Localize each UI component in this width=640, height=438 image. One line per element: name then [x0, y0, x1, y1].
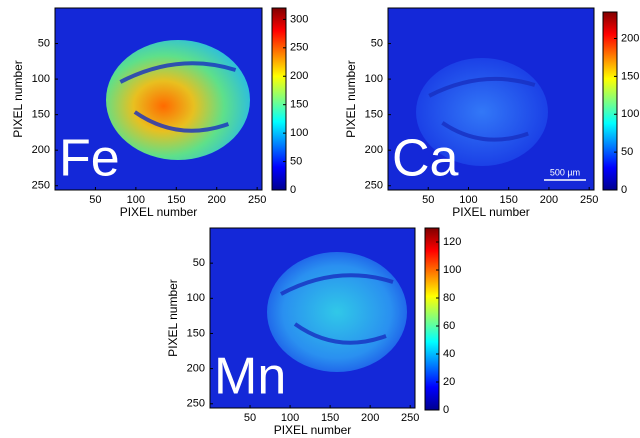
x-tick-label: 200	[208, 194, 226, 206]
colorbar-tick-label: 120	[443, 236, 461, 248]
colorbar	[271, 7, 287, 191]
x-tick-label: 250	[248, 194, 266, 206]
colorbar-tick-label: 50	[621, 146, 633, 158]
sample-crack	[428, 76, 536, 142]
colorbar-tick-label: 0	[290, 184, 296, 196]
y-tick-label: 100	[365, 73, 383, 85]
y-tick-label: 200	[365, 144, 383, 156]
x-axis-label: PIXEL number	[452, 205, 530, 219]
colorbar-tick-label: 50	[290, 155, 302, 167]
x-tick-label: 250	[401, 412, 419, 424]
scale-bar-label: 500 µm	[550, 167, 580, 177]
colorbar-tick-label: 40	[443, 348, 455, 360]
y-axis-label: PIXEL number	[344, 60, 358, 138]
x-tick-label: 100	[281, 412, 299, 424]
colorbar-tick-label: 250	[290, 42, 308, 54]
colorbar	[602, 11, 618, 191]
colorbar-tick-label: 0	[621, 184, 627, 196]
y-tick-label: 250	[32, 180, 50, 192]
colorbar	[424, 227, 440, 411]
image-frame	[209, 227, 416, 409]
element-label: Mn	[214, 348, 286, 406]
colorbar-tick-label: 150	[621, 70, 639, 82]
x-axis-label: PIXEL number	[120, 205, 198, 219]
colorbar-tick-label: 100	[290, 127, 308, 139]
x-tick-label: 200	[361, 412, 379, 424]
x-tick-label: 100	[127, 194, 145, 206]
colorbar-tick-label: 200	[290, 70, 308, 82]
sample-crack	[280, 273, 394, 345]
y-tick-label: 50	[193, 257, 205, 269]
x-tick-label: 150	[321, 412, 339, 424]
x-axis-label: PIXEL number	[274, 423, 352, 437]
y-tick-label: 200	[32, 144, 50, 156]
sample-region	[267, 252, 407, 372]
y-tick-label: 150	[187, 327, 205, 339]
y-tick-label: 150	[32, 109, 50, 121]
colorbar-tick-label: 150	[290, 99, 308, 111]
element-label: Ca	[392, 130, 459, 188]
y-tick-label: 100	[187, 292, 205, 304]
sample-region	[106, 40, 250, 160]
colorbar-tick-label: 100	[443, 264, 461, 276]
y-tick-label: 250	[187, 398, 205, 410]
colorbar-tick-label: 80	[443, 292, 455, 304]
x-tick-label: 50	[244, 412, 256, 424]
colorbar-tick-label: 20	[443, 376, 455, 388]
y-axis-label: PIXEL number	[11, 60, 25, 138]
y-axis-label: PIXEL number	[166, 279, 180, 357]
y-tick-label: 200	[187, 363, 205, 375]
element-label: Fe	[59, 130, 120, 188]
x-tick-label: 150	[500, 194, 518, 206]
sample-crack	[119, 61, 237, 133]
x-tick-label: 250	[580, 194, 598, 206]
y-tick-label: 250	[365, 180, 383, 192]
y-tick-label: 150	[365, 109, 383, 121]
x-tick-label: 150	[167, 194, 185, 206]
image-frame	[387, 7, 595, 191]
x-tick-label: 50	[89, 194, 101, 206]
x-tick-label: 100	[459, 194, 477, 206]
colorbar-tick-label: 300	[290, 13, 308, 25]
x-tick-label: 50	[422, 194, 434, 206]
y-tick-label: 100	[32, 73, 50, 85]
colorbar-tick-label: 60	[443, 320, 455, 332]
colorbar-tick-label: 100	[621, 108, 639, 120]
y-tick-label: 50	[38, 37, 50, 49]
x-tick-label: 200	[540, 194, 558, 206]
colorbar-tick-label: 0	[443, 404, 449, 416]
colorbar-tick-label: 200	[621, 32, 639, 44]
image-frame	[54, 7, 263, 191]
y-tick-label: 50	[371, 37, 383, 49]
